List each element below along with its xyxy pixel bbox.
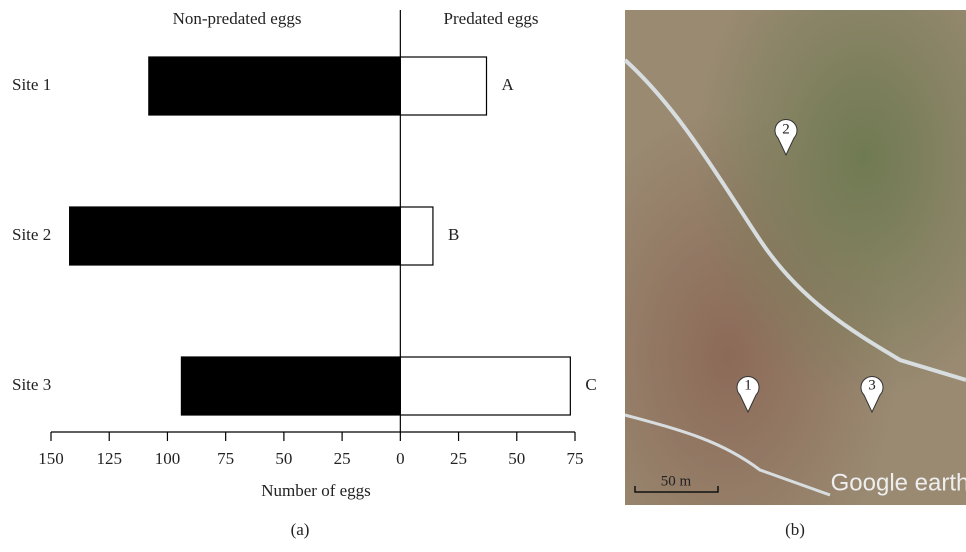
bar: [400, 207, 433, 265]
x-tick-label: 50: [508, 449, 525, 468]
x-tick-label: 75: [217, 449, 234, 468]
x-tick-label: 125: [96, 449, 122, 468]
x-tick-label: 150: [38, 449, 64, 468]
marker-label: 3: [868, 377, 876, 393]
scale-label: 50 m: [661, 473, 692, 489]
bar: [70, 207, 401, 265]
bar: [400, 57, 486, 115]
bar: [400, 357, 570, 415]
x-axis-label: Number of eggs: [261, 481, 371, 500]
y-tick-label: Site 3: [12, 375, 51, 394]
satellite-image: 2 1 3 50 m Google earth: [625, 10, 966, 505]
panel-caption: (a): [291, 520, 310, 539]
marker-label: 1: [744, 377, 752, 393]
x-tick-label: 50: [275, 449, 292, 468]
x-tick-label: 25: [450, 449, 467, 468]
x-tick-label: 0: [396, 449, 405, 468]
y-tick-label: Site 1: [12, 75, 51, 94]
x-tick-label: 25: [334, 449, 351, 468]
watermark: Google earth: [831, 469, 966, 496]
y-tick-label: Site 2: [12, 225, 51, 244]
bar-annotation: A: [502, 75, 515, 94]
bar-annotation: C: [585, 375, 596, 394]
bar: [181, 357, 400, 415]
panel-caption: (b): [785, 520, 805, 539]
figure: 2 1 3 50 m Google earth (b) (a) Non-pred…: [0, 0, 966, 547]
bar: [149, 57, 401, 115]
bar-annotation: B: [448, 225, 459, 244]
legend-entry: Non-predated eggs: [173, 9, 302, 28]
x-tick-label: 75: [567, 449, 584, 468]
marker-label: 2: [782, 121, 790, 137]
x-tick-label: 100: [155, 449, 181, 468]
legend-entry: Predated eggs: [444, 9, 539, 28]
